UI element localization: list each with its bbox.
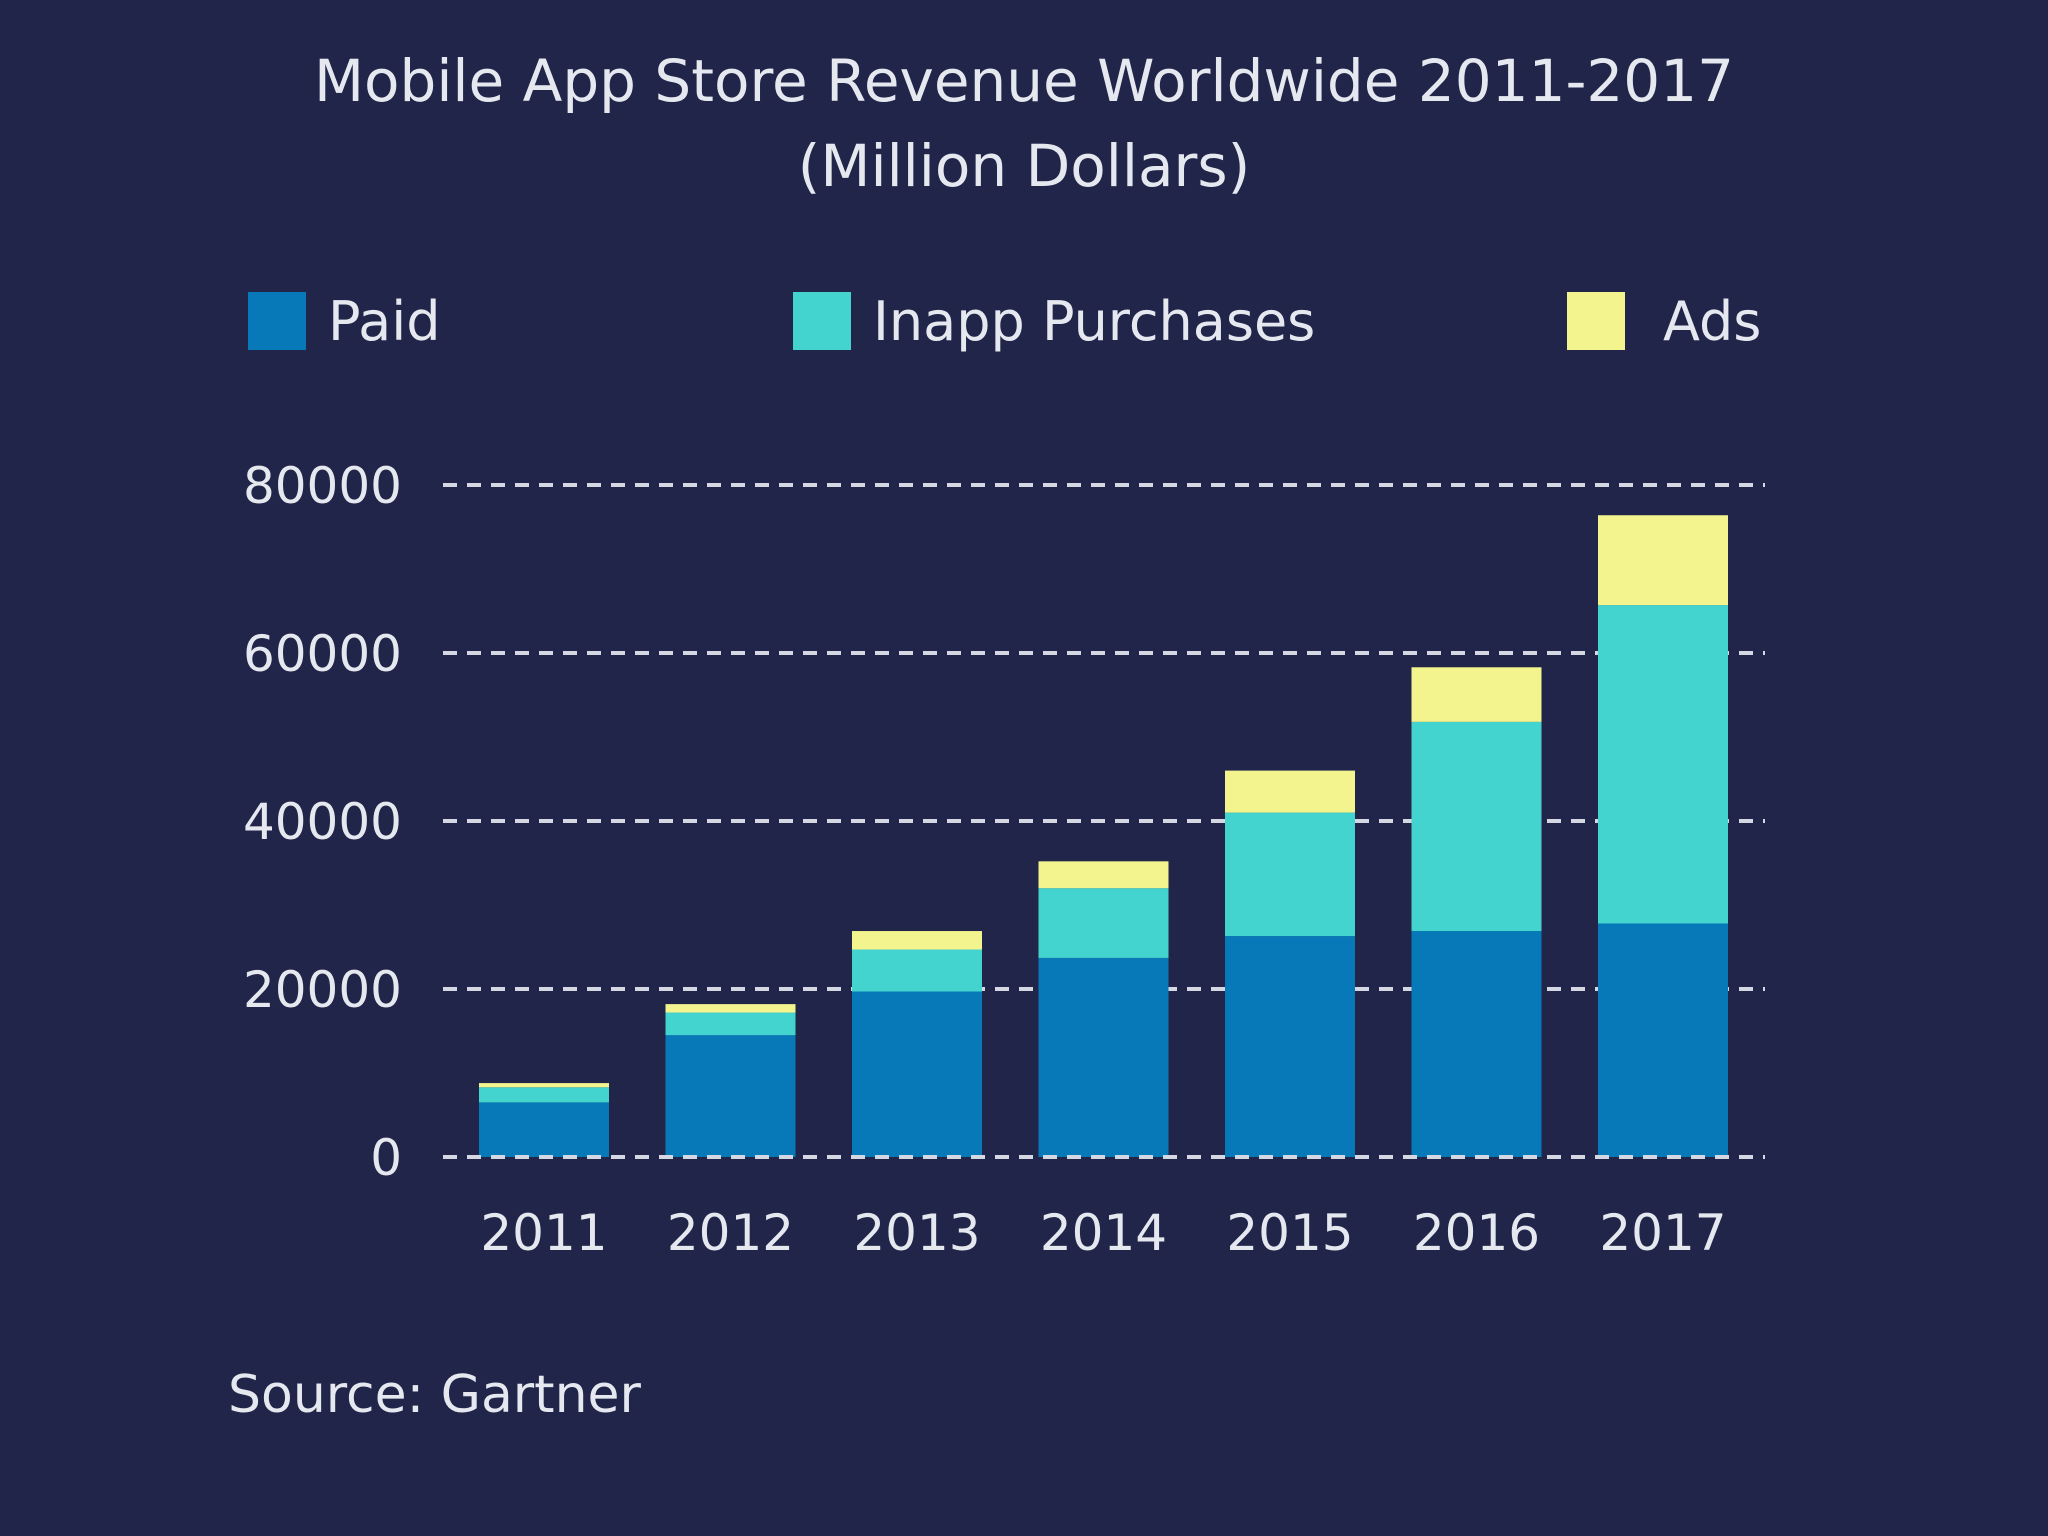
legend-label-inapp-purchases: Inapp Purchases xyxy=(873,289,1316,353)
bar-2017-ads xyxy=(1598,515,1728,606)
legend-item-ads: Ads xyxy=(1567,285,1761,357)
bar-2017-paid xyxy=(1598,923,1728,1157)
legend-swatch-paid xyxy=(248,292,306,350)
bar-2014-paid xyxy=(1038,957,1169,1157)
bar-2012-ads xyxy=(665,1004,796,1013)
bar-2011-inapp-purchases xyxy=(479,1087,609,1103)
bar-2013-inapp-purchases xyxy=(852,949,982,992)
bar-2015-inapp-purchases xyxy=(1225,812,1355,937)
bar-2013-ads xyxy=(852,931,982,950)
bar-2014-ads xyxy=(1038,861,1169,889)
x-tick-label-2015: 2015 xyxy=(1226,1204,1353,1262)
bar-2016-inapp-purchases xyxy=(1411,721,1542,932)
bar-2016-paid xyxy=(1411,931,1542,1157)
y-tick-label-40000: 40000 xyxy=(243,793,402,851)
bar-2015-paid xyxy=(1225,936,1355,1157)
legend-item-inapp-purchases: Inapp Purchases xyxy=(793,285,1315,357)
chart-title: Mobile App Store Revenue Worldwide 2011-… xyxy=(313,47,1735,115)
bar-2014-inapp-purchases xyxy=(1038,888,1169,958)
source-note: Source: Gartner xyxy=(228,1365,641,1425)
x-tick-label-2013: 2013 xyxy=(853,1204,980,1262)
legend-label-ads: Ads xyxy=(1663,289,1762,353)
x-tick-label-2014: 2014 xyxy=(1040,1204,1167,1262)
x-tick-label-2012: 2012 xyxy=(667,1204,794,1262)
bar-2013-paid xyxy=(852,991,982,1157)
legend-item-paid: Paid xyxy=(248,285,441,357)
y-tick-label-0: 0 xyxy=(370,1129,402,1187)
legend-swatch-ads xyxy=(1567,292,1625,350)
bar-2015-ads xyxy=(1225,770,1355,813)
bar-2011-paid xyxy=(479,1102,609,1157)
bar-2012-paid xyxy=(665,1035,796,1157)
x-tick-label-2011: 2011 xyxy=(480,1204,607,1262)
legend-label-paid: Paid xyxy=(328,289,441,353)
bar-2012-inapp-purchases xyxy=(665,1012,796,1036)
y-tick-label-80000: 80000 xyxy=(243,457,402,515)
y-tick-label-60000: 60000 xyxy=(243,625,402,683)
bar-2016-ads xyxy=(1411,667,1542,722)
legend-swatch-inapp-purchases xyxy=(793,292,851,350)
x-tick-label-2016: 2016 xyxy=(1413,1204,1540,1262)
y-tick-label-20000: 20000 xyxy=(243,961,402,1019)
bar-2011-ads xyxy=(479,1083,609,1088)
x-tick-label-2017: 2017 xyxy=(1599,1204,1726,1262)
bar-2017-inapp-purchases xyxy=(1598,605,1728,924)
chart-subtitle: (Million Dollars) xyxy=(797,132,1251,200)
